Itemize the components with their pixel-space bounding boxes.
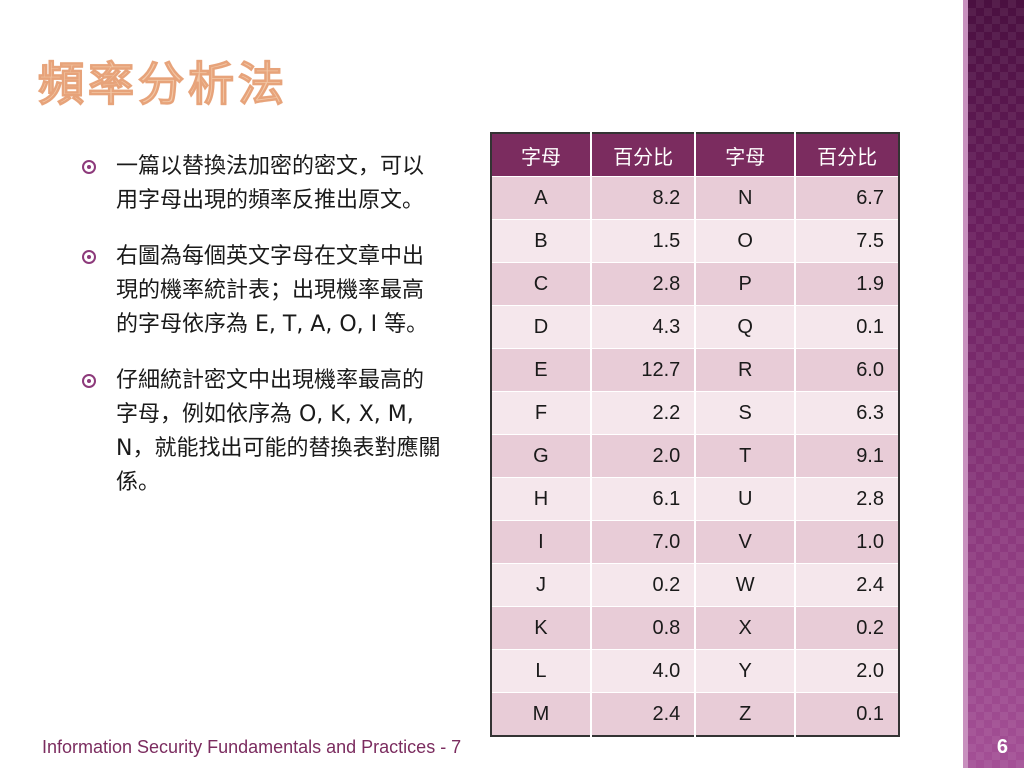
cell-percent: 12.7: [590, 348, 697, 392]
cell-letter: L: [491, 649, 592, 693]
table-row: H 6.1 U 2.8: [491, 477, 899, 521]
cell-percent: 6.0: [795, 348, 899, 392]
bullet-item: 仔細統計密文中出現機率最高的字母，例如依序為 O, K, X, M, N，就能找…: [82, 364, 442, 500]
table-row: B 1.5 O 7.5: [491, 219, 899, 263]
bullet-text: 一篇以替換法加密的密文，可以用字母出現的頻率反推出原文。: [116, 154, 425, 213]
cell-letter: S: [695, 391, 797, 435]
cell-percent: 2.0: [795, 649, 899, 693]
cell-percent: 6.3: [795, 391, 899, 435]
circle-bullet-icon: [82, 160, 96, 174]
footer-text: Information Security Fundamentals and Pr…: [42, 737, 462, 757]
cell-letter: X: [695, 606, 797, 650]
table-row: L 4.0 Y 2.0: [491, 649, 899, 693]
cell-letter: K: [491, 606, 592, 650]
table-row: E 12.7 R 6.0: [491, 348, 899, 392]
cell-percent: 8.2: [590, 176, 697, 220]
cell-letter: V: [695, 520, 797, 564]
cell-percent: 9.1: [795, 434, 899, 478]
cell-percent: 0.2: [795, 606, 899, 650]
cell-percent: 2.8: [590, 262, 697, 306]
cell-letter: N: [695, 176, 797, 220]
cell-letter: H: [491, 477, 592, 521]
header-letter-1: 字母: [491, 133, 592, 177]
cell-percent: 0.2: [590, 563, 697, 607]
cell-percent: 1.9: [795, 262, 899, 306]
cell-percent: 0.8: [590, 606, 697, 650]
cell-percent: 2.0: [590, 434, 697, 478]
side-decorative-band: [968, 0, 1024, 768]
cell-letter: F: [491, 391, 592, 435]
cell-letter: T: [695, 434, 797, 478]
letter-frequency-table: 字母 百分比 字母 百分比 A 8.2 N 6.7 B 1.5 O 7.5 C 2.8 P 1.9 D 4…: [490, 132, 900, 737]
cell-percent: 2.2: [590, 391, 697, 435]
bullet-list: 一篇以替換法加密的密文，可以用字母出現的頻率反推出原文。 右圖為每個英文字母在文…: [82, 150, 442, 522]
bullet-item: 一篇以替換法加密的密文，可以用字母出現的頻率反推出原文。: [82, 150, 442, 218]
cell-letter: U: [695, 477, 797, 521]
table-row: G 2.0 T 9.1: [491, 434, 899, 478]
cell-letter: D: [491, 305, 592, 349]
cell-percent: 6.1: [590, 477, 697, 521]
cell-letter: Z: [695, 692, 797, 736]
cell-percent: 2.4: [590, 692, 697, 736]
cell-percent: 0.1: [795, 305, 899, 349]
cell-percent: 7.0: [590, 520, 697, 564]
cell-percent: 2.8: [795, 477, 899, 521]
table-row: F 2.2 S 6.3: [491, 391, 899, 435]
cell-letter: B: [491, 219, 592, 263]
cell-letter: W: [695, 563, 797, 607]
cell-letter: J: [491, 563, 592, 607]
side-band-pattern: [968, 0, 1024, 768]
cell-percent: 1.5: [590, 219, 697, 263]
cell-letter: G: [491, 434, 592, 478]
table-row: I 7.0 V 1.0: [491, 520, 899, 564]
table-row: J 0.2 W 2.4: [491, 563, 899, 607]
bullet-item: 右圖為每個英文字母在文章中出現的機率統計表；出現機率最高的字母依序為 E, T,…: [82, 240, 442, 342]
circle-bullet-icon: [82, 374, 96, 388]
table-row: M 2.4 Z 0.1: [491, 692, 899, 736]
table-body: A 8.2 N 6.7 B 1.5 O 7.5 C 2.8 P 1.9 D 4.3 Q 0.1 E 12.7 R 6.…: [491, 176, 899, 736]
cell-percent: 0.1: [795, 692, 899, 736]
cell-letter: Q: [695, 305, 797, 349]
cell-percent: 2.4: [795, 563, 899, 607]
circle-bullet-icon: [82, 250, 96, 264]
cell-letter: I: [491, 520, 592, 564]
cell-percent: 6.7: [795, 176, 899, 220]
bullet-text: 右圖為每個英文字母在文章中出現的機率統計表；出現機率最高的字母依序為 E, T,…: [116, 244, 429, 337]
table-row: D 4.3 Q 0.1: [491, 305, 899, 349]
header-percent-1: 百分比: [590, 133, 697, 177]
header-letter-2: 字母: [695, 133, 797, 177]
side-band-edge: [963, 0, 968, 768]
cell-letter: Y: [695, 649, 797, 693]
cell-percent: 1.0: [795, 520, 899, 564]
cell-letter: M: [491, 692, 592, 736]
cell-percent: 4.0: [590, 649, 697, 693]
cell-letter: E: [491, 348, 592, 392]
cell-letter: O: [695, 219, 797, 263]
cell-percent: 4.3: [590, 305, 697, 349]
table-row: K 0.8 X 0.2: [491, 606, 899, 650]
cell-letter: A: [491, 176, 592, 220]
cell-letter: R: [695, 348, 797, 392]
cell-letter: C: [491, 262, 592, 306]
table-header-row: 字母 百分比 字母 百分比: [491, 133, 899, 177]
table-row: C 2.8 P 1.9: [491, 262, 899, 306]
table-row: A 8.2 N 6.7: [491, 176, 899, 220]
cell-percent: 7.5: [795, 219, 899, 263]
cell-letter: P: [695, 262, 797, 306]
header-percent-2: 百分比: [795, 133, 899, 177]
bullet-text: 仔細統計密文中出現機率最高的字母，例如依序為 O, K, X, M, N，就能找…: [116, 368, 441, 495]
slide-title: 頻率分析法: [38, 57, 288, 112]
page-number: 6: [996, 736, 1008, 758]
